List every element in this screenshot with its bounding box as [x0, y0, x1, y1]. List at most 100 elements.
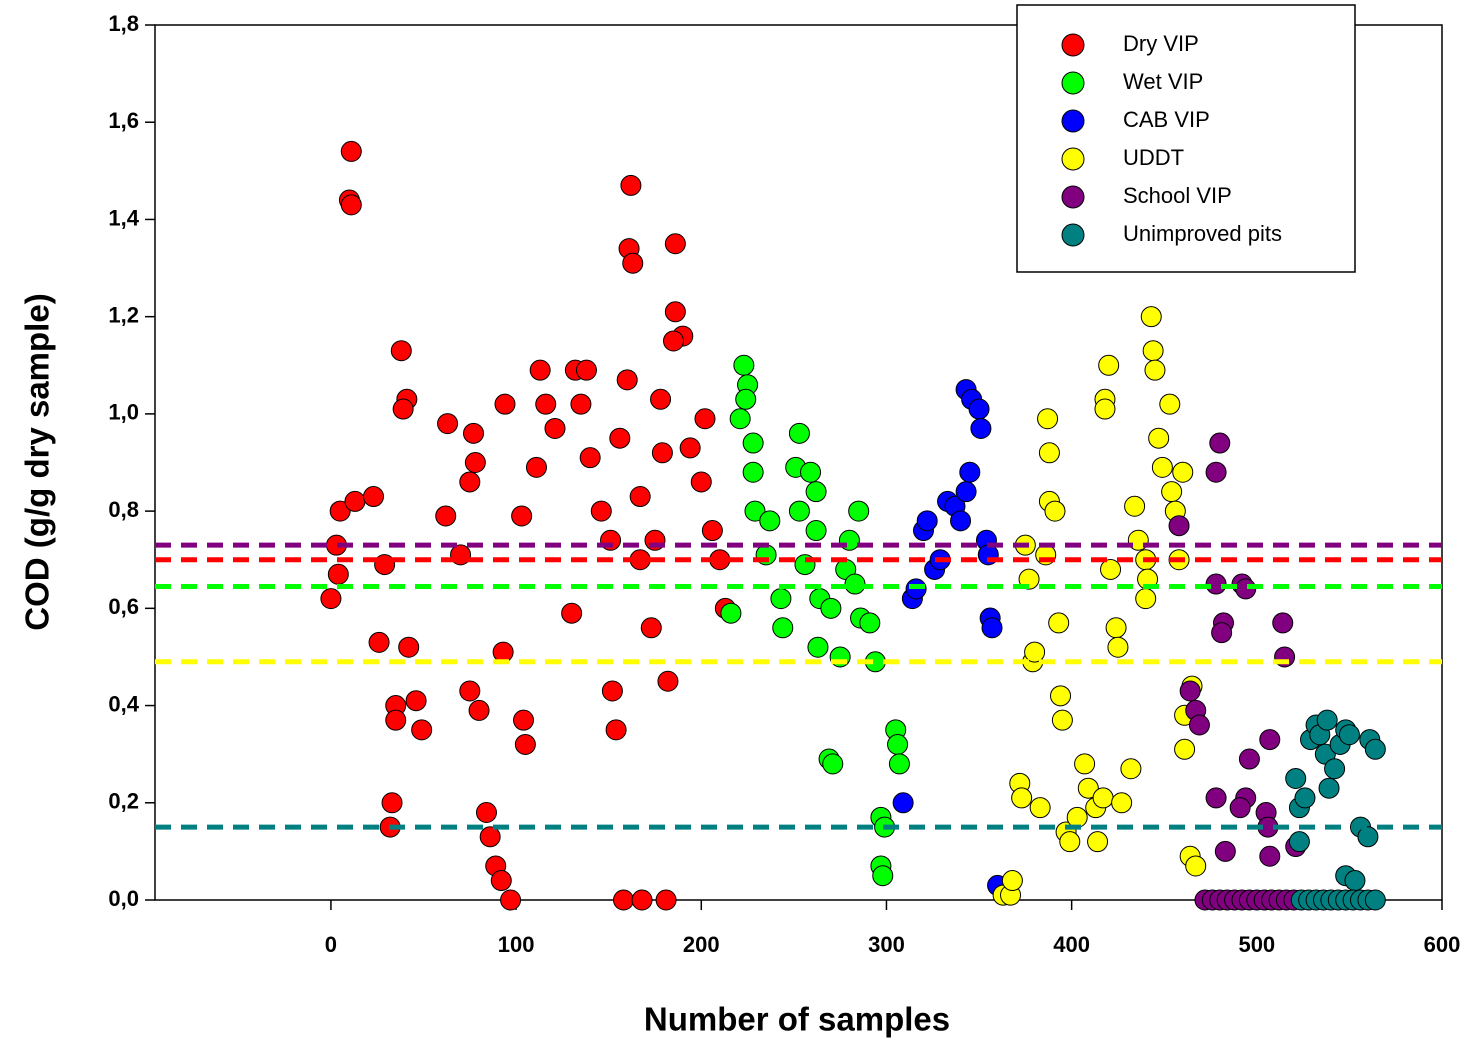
data-point [664, 301, 686, 323]
data-point [459, 680, 481, 702]
data-point [629, 486, 651, 508]
data-point [1338, 724, 1360, 746]
data-point [1357, 826, 1379, 848]
legend-label: Wet VIP [1123, 69, 1203, 94]
data-point [1038, 442, 1060, 464]
data-point [1211, 622, 1233, 644]
data-point [1285, 767, 1307, 789]
data-point [1179, 680, 1201, 702]
data-point [529, 359, 551, 381]
data-point [887, 733, 909, 755]
data-point [1111, 792, 1133, 814]
data-point [1214, 840, 1236, 862]
y-tick-label: 1,2 [108, 302, 139, 327]
data-point [888, 753, 910, 775]
data-point [859, 612, 881, 634]
data-point [807, 636, 829, 658]
data-point [1324, 758, 1346, 780]
data-point [492, 641, 514, 663]
data-point [513, 709, 535, 731]
data-point [405, 690, 427, 712]
data-point [1148, 427, 1170, 449]
data-point [544, 417, 566, 439]
data-point [1077, 777, 1099, 799]
legend-marker [1061, 185, 1085, 209]
data-point [657, 670, 679, 692]
data-point [435, 505, 457, 527]
data-point [1094, 398, 1116, 420]
data-point [822, 753, 844, 775]
data-point [1037, 408, 1059, 430]
data-point [1151, 456, 1173, 478]
data-point [514, 733, 536, 755]
data-point [381, 792, 403, 814]
data-point [390, 340, 412, 362]
data-point [1011, 787, 1033, 809]
data-point [511, 505, 533, 527]
data-point [759, 510, 781, 532]
data-point [650, 388, 672, 410]
data-point [579, 447, 601, 469]
data-point [601, 680, 623, 702]
data-point [1050, 685, 1072, 707]
data-point [770, 588, 792, 610]
data-point [1159, 393, 1181, 415]
data-point [1185, 855, 1207, 877]
data-point [1188, 714, 1210, 736]
data-point [872, 865, 894, 887]
data-point [950, 510, 972, 532]
data-point [1107, 636, 1129, 658]
data-point [1364, 738, 1386, 760]
data-point [437, 413, 459, 435]
data-point [742, 461, 764, 483]
data-point [663, 330, 685, 352]
data-point [664, 233, 686, 255]
data-point [494, 393, 516, 415]
data-point [468, 699, 490, 721]
legend-marker [1061, 109, 1085, 133]
data-point [613, 889, 635, 911]
data-point [955, 481, 977, 503]
data-point [561, 602, 583, 624]
legend-marker [1061, 147, 1085, 171]
data-point [735, 388, 757, 410]
data-point [340, 140, 362, 162]
data-point [1105, 617, 1127, 639]
data-point [616, 369, 638, 391]
data-point [1259, 845, 1281, 867]
data-point [479, 826, 501, 848]
data-point [363, 486, 385, 508]
data-point [1044, 500, 1066, 522]
y-tick-label: 0,4 [108, 691, 139, 716]
data-point [500, 889, 522, 911]
data-point [655, 889, 677, 911]
data-point [1029, 797, 1051, 819]
data-point [385, 709, 407, 731]
data-point [1168, 515, 1190, 537]
x-tick-label: 400 [1053, 932, 1090, 957]
legend-marker [1061, 71, 1085, 95]
data-point [1140, 306, 1162, 328]
data-point [1051, 709, 1073, 731]
plot-frame [154, 24, 1443, 901]
data-point [805, 520, 827, 542]
data-point [892, 792, 914, 814]
data-point [772, 617, 794, 639]
data-point [1048, 612, 1070, 634]
data-point [788, 500, 810, 522]
data-point [733, 354, 755, 376]
data-point [340, 194, 362, 216]
data-point [1066, 806, 1088, 828]
x-tick-label: 300 [868, 932, 905, 957]
data-point [1238, 748, 1260, 770]
y-tick-label: 0,2 [108, 789, 139, 814]
y-tick-label: 1,4 [108, 205, 139, 230]
data-point [820, 597, 842, 619]
data-point [744, 500, 766, 522]
data-point [800, 461, 822, 483]
data-point [729, 408, 751, 430]
data-point [1161, 481, 1183, 503]
data-point [1259, 729, 1281, 751]
x-tick-label: 0 [325, 932, 337, 957]
